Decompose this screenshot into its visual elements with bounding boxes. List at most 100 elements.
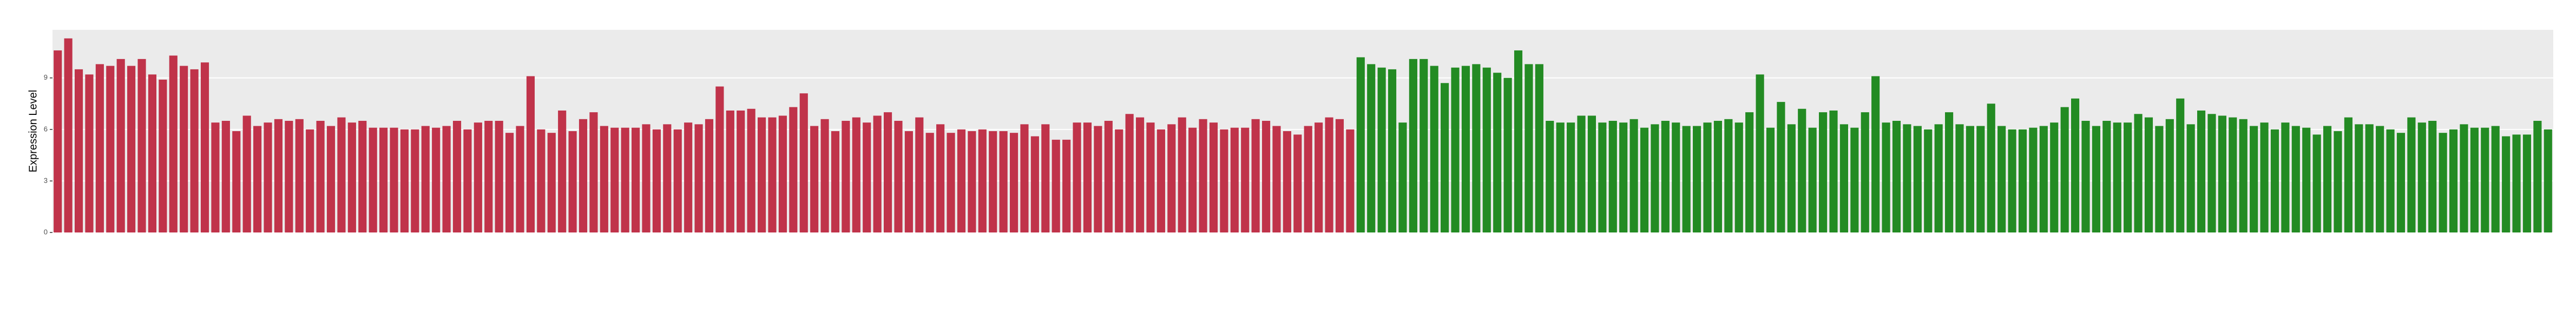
bar bbox=[369, 127, 377, 232]
bar bbox=[1619, 122, 1628, 232]
bar bbox=[1009, 133, 1018, 232]
bar bbox=[1567, 122, 1575, 232]
bar bbox=[2165, 119, 2174, 232]
bar bbox=[968, 131, 976, 232]
bar bbox=[2176, 98, 2185, 232]
bar bbox=[2470, 127, 2479, 232]
bar bbox=[2239, 119, 2248, 232]
bar bbox=[495, 120, 503, 232]
bar bbox=[1020, 124, 1029, 232]
bar bbox=[1104, 120, 1113, 232]
bar bbox=[1756, 74, 1764, 232]
bar bbox=[1924, 129, 1933, 232]
bar bbox=[737, 110, 745, 232]
bar bbox=[2124, 122, 2132, 232]
bar bbox=[642, 124, 650, 232]
bar bbox=[705, 119, 714, 232]
bar bbox=[2396, 133, 2406, 232]
bar bbox=[2281, 122, 2290, 232]
bar bbox=[1125, 114, 1134, 232]
bar bbox=[347, 122, 356, 232]
bar bbox=[726, 110, 734, 232]
bar bbox=[1199, 119, 1207, 232]
y-tick-label: 0 bbox=[44, 228, 48, 236]
bar bbox=[820, 119, 829, 232]
bar bbox=[2407, 117, 2416, 232]
bar bbox=[148, 74, 157, 232]
bar bbox=[2449, 129, 2458, 232]
bar bbox=[1693, 126, 1701, 232]
bar bbox=[2186, 124, 2195, 232]
bar bbox=[2491, 126, 2500, 232]
bar bbox=[2060, 107, 2069, 232]
bar bbox=[2207, 114, 2216, 232]
bar bbox=[1903, 124, 1911, 232]
bar bbox=[484, 120, 493, 232]
bar bbox=[85, 74, 94, 232]
bar bbox=[1315, 122, 1323, 232]
bar bbox=[74, 69, 83, 232]
bar bbox=[2533, 120, 2542, 232]
bar bbox=[1745, 112, 1754, 232]
bar bbox=[516, 126, 524, 232]
bar bbox=[936, 124, 945, 232]
bar bbox=[2344, 117, 2352, 232]
bar bbox=[1178, 117, 1186, 232]
bar bbox=[1587, 115, 1596, 232]
bar bbox=[1062, 139, 1071, 232]
bar bbox=[2102, 120, 2111, 232]
bar bbox=[1472, 64, 1481, 232]
bar bbox=[2544, 129, 2552, 232]
bar bbox=[1955, 124, 1964, 232]
bar bbox=[2008, 129, 2016, 232]
bar bbox=[463, 129, 472, 232]
y-tick-label: 6 bbox=[44, 125, 48, 133]
bar bbox=[432, 127, 441, 232]
bar bbox=[1651, 124, 1659, 232]
bar bbox=[2250, 126, 2258, 232]
bar bbox=[1335, 119, 1344, 232]
bar bbox=[2270, 129, 2279, 232]
bar bbox=[1377, 67, 1386, 232]
bar bbox=[1230, 127, 1239, 232]
bar bbox=[1871, 76, 1880, 232]
bar bbox=[1493, 73, 1502, 232]
bar bbox=[2376, 126, 2384, 232]
bar bbox=[285, 120, 293, 232]
bar bbox=[1146, 122, 1155, 232]
bar bbox=[2050, 122, 2059, 232]
bar bbox=[621, 127, 629, 232]
bar bbox=[306, 129, 314, 232]
bar bbox=[2365, 124, 2374, 232]
bar bbox=[1640, 127, 1649, 232]
bar bbox=[1703, 122, 1712, 232]
bar bbox=[2291, 126, 2300, 232]
bar bbox=[1966, 126, 1974, 232]
bar bbox=[358, 120, 367, 232]
bar bbox=[1798, 108, 1806, 232]
bar bbox=[558, 110, 567, 232]
bar bbox=[2113, 122, 2121, 232]
bar bbox=[1052, 139, 1060, 232]
bar bbox=[2512, 134, 2521, 232]
bar bbox=[1934, 124, 1943, 232]
bar bbox=[610, 127, 619, 232]
bar bbox=[747, 108, 755, 232]
bar bbox=[663, 124, 672, 232]
bar bbox=[1734, 122, 1743, 232]
bar bbox=[1041, 124, 1050, 232]
bar bbox=[95, 64, 104, 232]
bar bbox=[1892, 120, 1901, 232]
bar bbox=[2018, 129, 2027, 232]
bar bbox=[652, 129, 661, 232]
bar bbox=[957, 129, 966, 232]
bar bbox=[684, 122, 693, 232]
bar bbox=[1346, 129, 1355, 232]
bar bbox=[1135, 117, 1145, 232]
bar bbox=[1598, 122, 1607, 232]
bar bbox=[768, 117, 777, 232]
bar bbox=[2355, 124, 2363, 232]
bar bbox=[106, 66, 115, 232]
bar bbox=[1388, 69, 1397, 232]
